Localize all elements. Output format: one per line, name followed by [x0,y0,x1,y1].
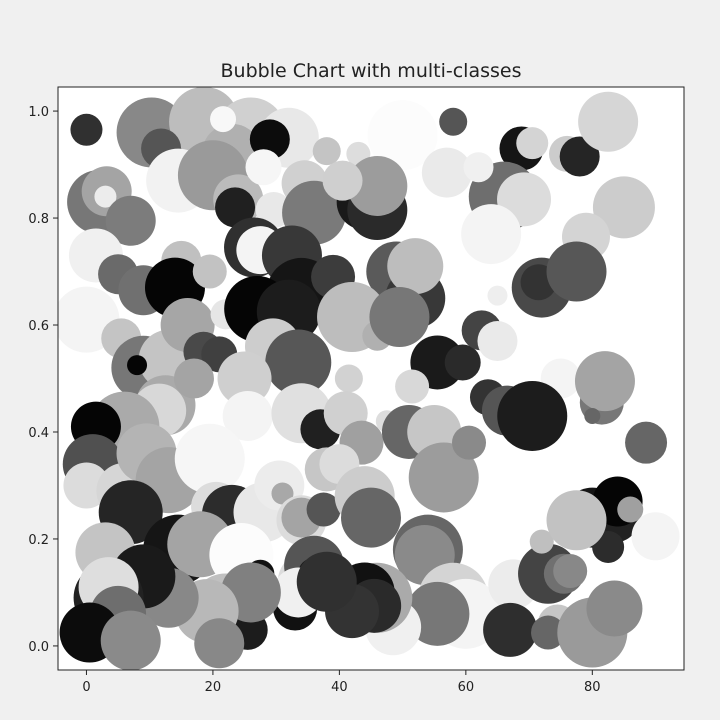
bubble-point [255,192,292,229]
bubble-point [617,496,644,523]
bubble-point [592,176,655,239]
y-tick-label: 0.4 [28,426,49,441]
bubble-point [483,602,538,657]
x-tick-label: 20 [205,680,222,695]
bubble-point [444,344,481,381]
bubble-point [516,127,549,160]
y-axis: 0.0 0.2 0.4 0.6 0.8 1.0 [28,105,58,655]
bubble-point [217,351,272,406]
y-tick-label: 1.0 [28,105,49,120]
bubble-point [210,106,237,133]
bubble-point [531,615,566,650]
bubble-point [347,155,408,216]
bubble-point [306,492,341,527]
bubble-point [497,380,568,451]
y-tick-label: 0.8 [28,212,49,227]
bubble-point [574,351,635,412]
bubble-point [546,241,607,302]
bubble-point [553,554,588,589]
bubble-point [584,407,601,424]
bubble-point [631,512,680,561]
bubble-point [94,185,117,208]
bubble-point [529,529,554,554]
axes-frame [57,86,685,671]
bubble-point [408,442,479,513]
bubble-point [592,530,625,563]
y-tick-label: 0.2 [28,533,49,548]
x-axis: 0 20 40 60 80 [82,670,601,695]
bubble-layer [58,87,680,670]
bubble-point [174,423,245,494]
bubble-point [100,610,161,670]
bubble-point [312,137,341,166]
bubble-point [367,100,438,171]
bubble-point [463,152,494,183]
bubble-point [395,369,430,404]
bubble-point [105,195,156,246]
y-tick-label: 0.6 [28,319,49,334]
bubble-point [477,321,518,362]
chart-title: Bubble Chart with multi-classes [220,60,522,82]
bubble-point [173,358,214,399]
bubble-point [192,254,227,289]
bubble-point [70,113,103,146]
x-tick-label: 0 [82,680,90,695]
bubble-point [578,91,639,152]
bubble-point [546,490,607,551]
bubble-point [586,580,643,637]
y-tick-label: 0.0 [28,640,49,655]
bubble-point [265,329,332,396]
bubble-point [559,136,600,177]
bubble-point [222,390,273,441]
bubble-point [369,286,430,347]
x-tick-label: 40 [331,680,348,695]
bubble-point [194,618,245,669]
bubble-point [215,187,256,228]
bubble-point [322,160,363,201]
x-tick-label: 60 [458,680,475,695]
bubble-point [341,487,401,548]
bubble-point [461,204,522,265]
bubble-point [625,421,668,464]
bubble-point [334,364,363,393]
bubble-point [127,355,148,376]
bubble-point [487,285,508,306]
bubble-point [249,119,290,160]
bubble-point [439,107,468,136]
bubble-point [271,482,294,505]
bubble-point [245,149,282,186]
bubble-point [452,425,487,460]
x-tick-label: 80 [584,680,601,695]
bubble-point [296,551,357,612]
bubble-point [421,147,472,198]
bubble-point [387,238,444,295]
bubble-point [405,581,470,646]
